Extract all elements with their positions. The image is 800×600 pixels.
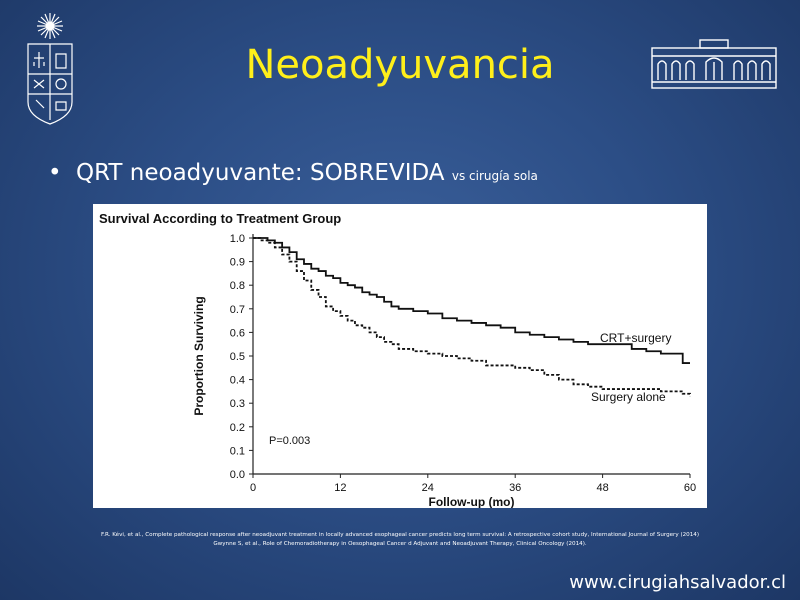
y-tick-label: 1.0 bbox=[230, 233, 245, 245]
references: F.R. Kévi, et al., Complete pathological… bbox=[30, 531, 770, 549]
y-tick-label: 0.3 bbox=[230, 398, 245, 410]
slide-title: Neoadyuvancia bbox=[245, 42, 555, 88]
reference-1: F.R. Kévi, et al., Complete pathological… bbox=[100, 532, 700, 538]
series-crt-surgery-line bbox=[253, 237, 690, 364]
x-tick-label: 24 bbox=[422, 482, 434, 494]
p-value-annotation: P=0.003 bbox=[269, 435, 310, 447]
x-tick-label: 48 bbox=[596, 482, 608, 494]
y-tick-label: 0.7 bbox=[230, 304, 245, 316]
bullet-main-text: QRT neoadyuvante: SOBREVIDA bbox=[76, 160, 445, 186]
x-tick-label: 36 bbox=[509, 482, 521, 494]
y-tick-label: 0.2 bbox=[230, 422, 245, 434]
survival-chart: Survival According to Treatment Group 0.0… bbox=[93, 204, 707, 508]
x-tick-label: 12 bbox=[334, 482, 346, 494]
y-tick-label: 0.9 bbox=[230, 257, 245, 269]
y-tick-label: 0.0 bbox=[230, 469, 245, 481]
series-label-surgery-alone: Surgery alone bbox=[591, 390, 666, 404]
series-label-crt-surgery: CRT+surgery bbox=[600, 331, 671, 345]
y-tick-label: 0.1 bbox=[230, 445, 245, 457]
y-axis-label: Proportion Surviving bbox=[192, 296, 206, 415]
website-url: www.cirugiahsalvador.cl bbox=[569, 572, 786, 593]
bullet-small-text: vs cirugía sola bbox=[451, 169, 538, 183]
bullet-dot-icon: • bbox=[48, 160, 62, 186]
university-seal-icon bbox=[27, 13, 73, 125]
y-tick-label: 0.6 bbox=[230, 327, 245, 339]
chart-title: Survival According to Treatment Group bbox=[99, 211, 341, 226]
hospital-building-icon bbox=[651, 39, 777, 89]
y-tick-label: 0.4 bbox=[230, 375, 245, 387]
survival-chart-svg: Survival According to Treatment Group 0.0… bbox=[99, 211, 696, 508]
x-tick-label: 0 bbox=[250, 482, 256, 494]
bullet-item: • QRT neoadyuvante: SOBREVIDA vs cirugía … bbox=[48, 160, 538, 186]
x-tick-label: 60 bbox=[684, 482, 696, 494]
reference-2: Gwynne S, et al., Role of Chemoradiother… bbox=[213, 541, 587, 547]
y-tick-label: 0.8 bbox=[230, 280, 245, 292]
x-axis-label: Follow-up (mo) bbox=[429, 495, 515, 508]
series-surgery-alone-line bbox=[253, 237, 691, 397]
y-tick-label: 0.5 bbox=[230, 351, 245, 363]
